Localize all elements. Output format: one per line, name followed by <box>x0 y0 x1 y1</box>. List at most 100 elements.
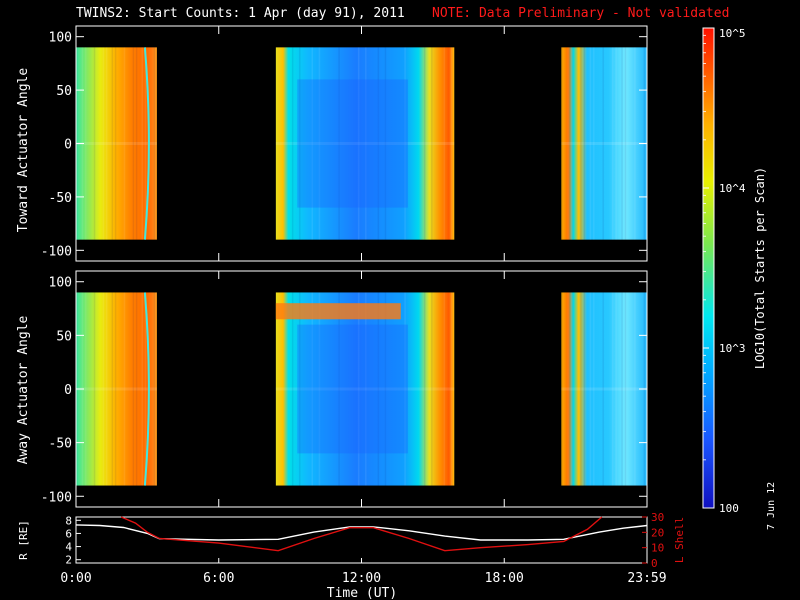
streak <box>291 292 294 486</box>
streak <box>384 292 387 486</box>
colorbar: 10^5 10^4 10^3 100 LOG10(Total Starts per S… <box>702 27 767 515</box>
streak <box>102 292 105 486</box>
time-tick-label: 6:00 <box>203 571 234 586</box>
y-tick-label: -100 <box>41 244 72 259</box>
r-tick-label: 8 <box>65 514 72 527</box>
streak <box>561 292 563 486</box>
streak <box>621 292 623 486</box>
streak <box>111 47 114 240</box>
colorbar-tick-label: 10^3 <box>719 342 746 355</box>
colorbar-tick-label: 10^4 <box>719 182 746 195</box>
boundary-curve <box>143 292 150 486</box>
data-segment <box>275 47 455 240</box>
streak <box>357 47 360 240</box>
high-count-band <box>275 303 401 320</box>
time-tick-label: 18:00 <box>485 571 524 586</box>
colorbar-tick-label: 10^5 <box>719 27 746 40</box>
streak <box>144 47 147 240</box>
streak <box>132 47 135 240</box>
streak <box>141 292 144 486</box>
streak <box>338 47 340 240</box>
streak <box>365 47 367 240</box>
streak <box>621 47 623 240</box>
lshell-tick-label: 10 <box>651 542 664 555</box>
streak <box>338 292 340 486</box>
streak <box>593 292 595 486</box>
streak <box>443 47 446 240</box>
r-tick-label: 2 <box>65 554 72 567</box>
streak <box>583 292 586 486</box>
streak <box>93 292 96 486</box>
zero-angle-stripe <box>561 387 647 391</box>
low-count-core <box>297 324 408 454</box>
data-segment <box>76 47 157 240</box>
streak <box>431 47 433 240</box>
streak <box>135 292 138 486</box>
streak <box>431 292 433 486</box>
streak <box>135 47 138 240</box>
colorbar-scale <box>702 27 715 509</box>
time-tick-label: 12:00 <box>342 571 381 586</box>
streak <box>450 292 453 486</box>
streak <box>589 47 592 240</box>
y-tick-label: 50 <box>56 84 72 99</box>
lshell-tick-label: 30 <box>651 511 664 524</box>
toward-heatmap-panel: 100 50 0 -50 -100 <box>41 25 648 262</box>
time-axis-label: Time (UT) <box>327 586 397 600</box>
r-tick-label: 6 <box>65 527 72 540</box>
streak <box>153 47 156 240</box>
colorbar-label: LOG10(Total Starts per Scan) <box>753 167 767 369</box>
streak <box>423 47 426 240</box>
streak <box>615 292 617 486</box>
streak <box>580 292 582 486</box>
streak <box>318 47 321 240</box>
streak <box>123 47 126 240</box>
zero-angle-stripe <box>76 142 157 145</box>
zero-angle-stripe <box>561 142 647 145</box>
toward-ylabel: Toward Actuator Angle <box>16 68 31 233</box>
streak <box>105 292 108 486</box>
streak <box>365 292 367 486</box>
streak <box>404 292 406 486</box>
y-tick-label: 100 <box>49 276 72 291</box>
data-segment <box>76 292 157 486</box>
streak <box>105 47 108 240</box>
low-count-core <box>297 79 408 208</box>
y-tick-label: -50 <box>49 437 72 452</box>
streak <box>611 292 614 486</box>
streak <box>634 292 636 486</box>
away-heatmap-panel: 100 50 0 -50 -100 <box>41 270 648 508</box>
data-segment <box>275 292 455 486</box>
away-ylabel: Away Actuator Angle <box>16 315 31 464</box>
y-tick-label: -50 <box>49 191 72 206</box>
y-tick-label: -100 <box>41 490 72 505</box>
streak <box>602 47 604 240</box>
zero-angle-stripe <box>76 387 157 391</box>
zero-angle-stripe <box>275 142 455 145</box>
streak <box>153 292 156 486</box>
streak <box>570 47 573 240</box>
streak <box>93 47 96 240</box>
preliminary-note: NOTE: Data Preliminary - Not validated <box>432 6 730 21</box>
streak <box>377 47 380 240</box>
streak <box>624 47 627 240</box>
lshell-series-line <box>120 516 603 552</box>
streak <box>423 292 426 486</box>
time-tick-label: 23:59 <box>627 571 666 586</box>
streak <box>404 47 406 240</box>
y-tick-label: 0 <box>64 138 72 153</box>
streak <box>634 47 636 240</box>
lshell-tick-label: 20 <box>651 526 664 539</box>
streak <box>123 292 126 486</box>
streak <box>624 292 627 486</box>
streak <box>593 47 595 240</box>
streak <box>570 292 573 486</box>
streak <box>114 292 117 486</box>
streak <box>567 292 569 486</box>
streak <box>377 292 380 486</box>
streak <box>589 292 592 486</box>
streak <box>615 47 617 240</box>
streak <box>141 47 144 240</box>
